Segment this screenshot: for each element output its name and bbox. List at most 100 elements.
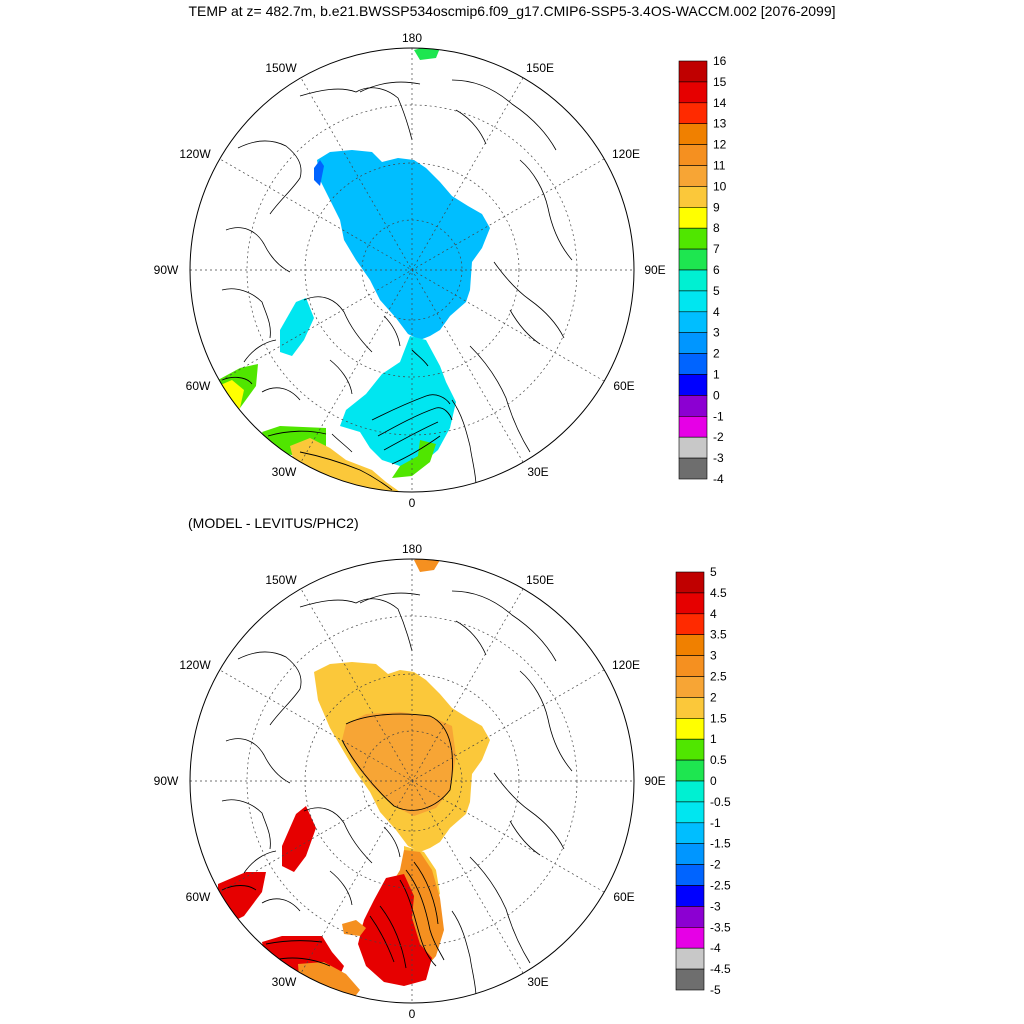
bottom-colorbar-swatch xyxy=(675,613,705,635)
top-lon-label-150W: 150W xyxy=(265,61,297,75)
top-colorbar-swatch xyxy=(678,395,708,417)
bottom-colorbar-label: -5 xyxy=(710,983,721,997)
top-colorbar-swatch xyxy=(678,269,708,292)
bottom-colorbar-swatch xyxy=(675,801,705,824)
bottom-colorbar-swatch xyxy=(675,822,705,844)
bottom-colorbar-label: -2.5 xyxy=(710,879,731,893)
top-colorbar-label: -1 xyxy=(713,409,724,423)
bottom-colorbar-label: -2 xyxy=(710,858,721,872)
top-colorbar-label: -3 xyxy=(713,451,724,465)
bottom-colorbar-swatch xyxy=(675,738,705,761)
bottom-colorbar-label: -0.5 xyxy=(710,795,731,809)
top-colorbar-label: 6 xyxy=(713,263,720,277)
top-field-nordic-seas xyxy=(340,336,456,466)
top-colorbar-label: 0 xyxy=(713,388,720,402)
top-lon-label-30W: 30W xyxy=(272,465,297,479)
top-lon-label-120E: 120E xyxy=(612,147,640,161)
bottom-field-atlantic-orange xyxy=(298,962,360,1003)
top-colorbar-swatch xyxy=(678,81,708,104)
bottom-lon-label-180: 180 xyxy=(402,542,422,556)
bottom-colorbar-label: 4 xyxy=(710,607,717,621)
top-graticule xyxy=(190,48,634,492)
top-lon-label-60E: 60E xyxy=(613,379,634,393)
top-field-deep-blue-patch xyxy=(314,160,324,186)
top-colorbar-swatch xyxy=(678,186,708,208)
bottom-lon-label-30E: 30E xyxy=(527,975,548,989)
top-lon-label-30E: 30E xyxy=(527,465,548,479)
top-colorbar-swatch xyxy=(678,165,708,187)
bottom-colorbar-swatch xyxy=(675,592,705,615)
bottom-field-patch-orange xyxy=(342,920,366,936)
top-colorbar-label: 1 xyxy=(713,368,720,382)
bottom-colorbar-label: -4 xyxy=(710,941,721,955)
top-field-baffin xyxy=(280,298,314,356)
top-colorbar-label: 16 xyxy=(713,54,727,68)
bottom-colorbar-label: 3.5 xyxy=(710,628,727,642)
bottom-lon-label-30W: 30W xyxy=(272,975,297,989)
top-colorbar-swatch xyxy=(678,457,708,480)
bottom-contour-lines xyxy=(221,713,453,997)
bottom-colorbar-swatch xyxy=(675,655,705,677)
bottom-colorbar-swatch xyxy=(675,947,705,970)
top-lon-label-0: 0 xyxy=(409,496,416,510)
top-colorbar-swatch xyxy=(678,207,708,229)
bottom-colorbar-swatch xyxy=(675,697,705,719)
bottom-colorbar-label: -1.5 xyxy=(710,837,731,851)
bottom-field-arctic-inner xyxy=(342,712,456,816)
bottom-colorbar-swatch xyxy=(675,676,705,698)
bottom-colorbar-swatch xyxy=(675,717,705,740)
top-colorbar-label: 8 xyxy=(713,221,720,235)
bottom-colorbar-label: -3 xyxy=(710,899,721,913)
bottom-colorbar-label: -3.5 xyxy=(710,920,731,934)
bottom-colorbar-swatch xyxy=(675,780,705,803)
top-lon-label-180: 180 xyxy=(402,31,422,45)
top-colorbar-label: 7 xyxy=(713,242,720,256)
top-lon-label-90E: 90E xyxy=(644,263,665,277)
top-colorbar-swatch xyxy=(678,227,708,250)
top-field-arctic-basin xyxy=(317,150,490,340)
bottom-lon-label-60W: 60W xyxy=(186,890,211,904)
bottom-polar-map: 180 150E 120E 90E 60E 30E 0 30W 60W 90W … xyxy=(154,542,666,1021)
bottom-field-baffin-red xyxy=(282,806,316,872)
bottom-colorbar-label: 0.5 xyxy=(710,753,727,767)
bottom-field-bering-orange xyxy=(414,559,440,572)
bottom-colorbar-label: 2 xyxy=(710,690,717,704)
bottom-lon-label-150W: 150W xyxy=(265,573,297,587)
top-lon-label-90W: 90W xyxy=(154,263,179,277)
top-colorbar-swatch xyxy=(678,290,708,313)
difference-panel-title: (MODEL - LEVITUS/PHC2) xyxy=(188,515,359,531)
bottom-colorbar-label: 2.5 xyxy=(710,670,727,684)
top-contour-lines xyxy=(221,349,453,491)
top-lon-label-60W: 60W xyxy=(186,379,211,393)
top-field-green-band xyxy=(392,440,436,478)
top-colorbar-label: 9 xyxy=(713,200,720,214)
bottom-lon-label-120E: 120E xyxy=(612,658,640,672)
top-colorbar-label: -2 xyxy=(713,430,724,444)
bottom-colorbar-swatch xyxy=(675,968,705,991)
bottom-lon-label-90W: 90W xyxy=(154,774,179,788)
top-colorbar-swatch xyxy=(678,332,708,354)
bottom-colorbar-label: -4.5 xyxy=(710,962,731,976)
top-colorbar-swatch xyxy=(678,311,708,333)
bottom-colorbar: 5 4.5 4 3.5 3 2.5 2 1.5 1 0.5 0 -0.5 -1 -1.5 -2 -2.5 -3 -… xyxy=(675,565,731,997)
bottom-colorbar-swatch xyxy=(675,571,705,594)
top-colorbar-label: 11 xyxy=(713,159,726,173)
bottom-colorbar-swatch xyxy=(675,864,705,886)
bottom-colorbar-swatch xyxy=(675,906,705,928)
top-colorbar-label: 2 xyxy=(713,347,720,361)
bottom-colorbar-label: 1 xyxy=(710,732,717,746)
bottom-colorbar-swatch xyxy=(675,759,705,782)
bottom-coastlines xyxy=(221,590,573,998)
top-colorbar-swatch xyxy=(678,102,708,125)
top-colorbar-label: 12 xyxy=(713,138,727,152)
top-colorbar-label: 14 xyxy=(713,96,727,110)
bottom-colorbar-swatch xyxy=(675,926,705,949)
bottom-colorbar-label: -1 xyxy=(710,816,721,830)
top-colorbar-swatch xyxy=(678,415,708,438)
bottom-colorbar-label: 1.5 xyxy=(710,711,727,725)
bottom-lon-label-60E: 60E xyxy=(613,890,634,904)
bottom-lon-label-90E: 90E xyxy=(644,774,665,788)
bottom-field-labrador-red xyxy=(218,872,266,924)
bottom-colorbar-label: 4.5 xyxy=(710,586,727,600)
